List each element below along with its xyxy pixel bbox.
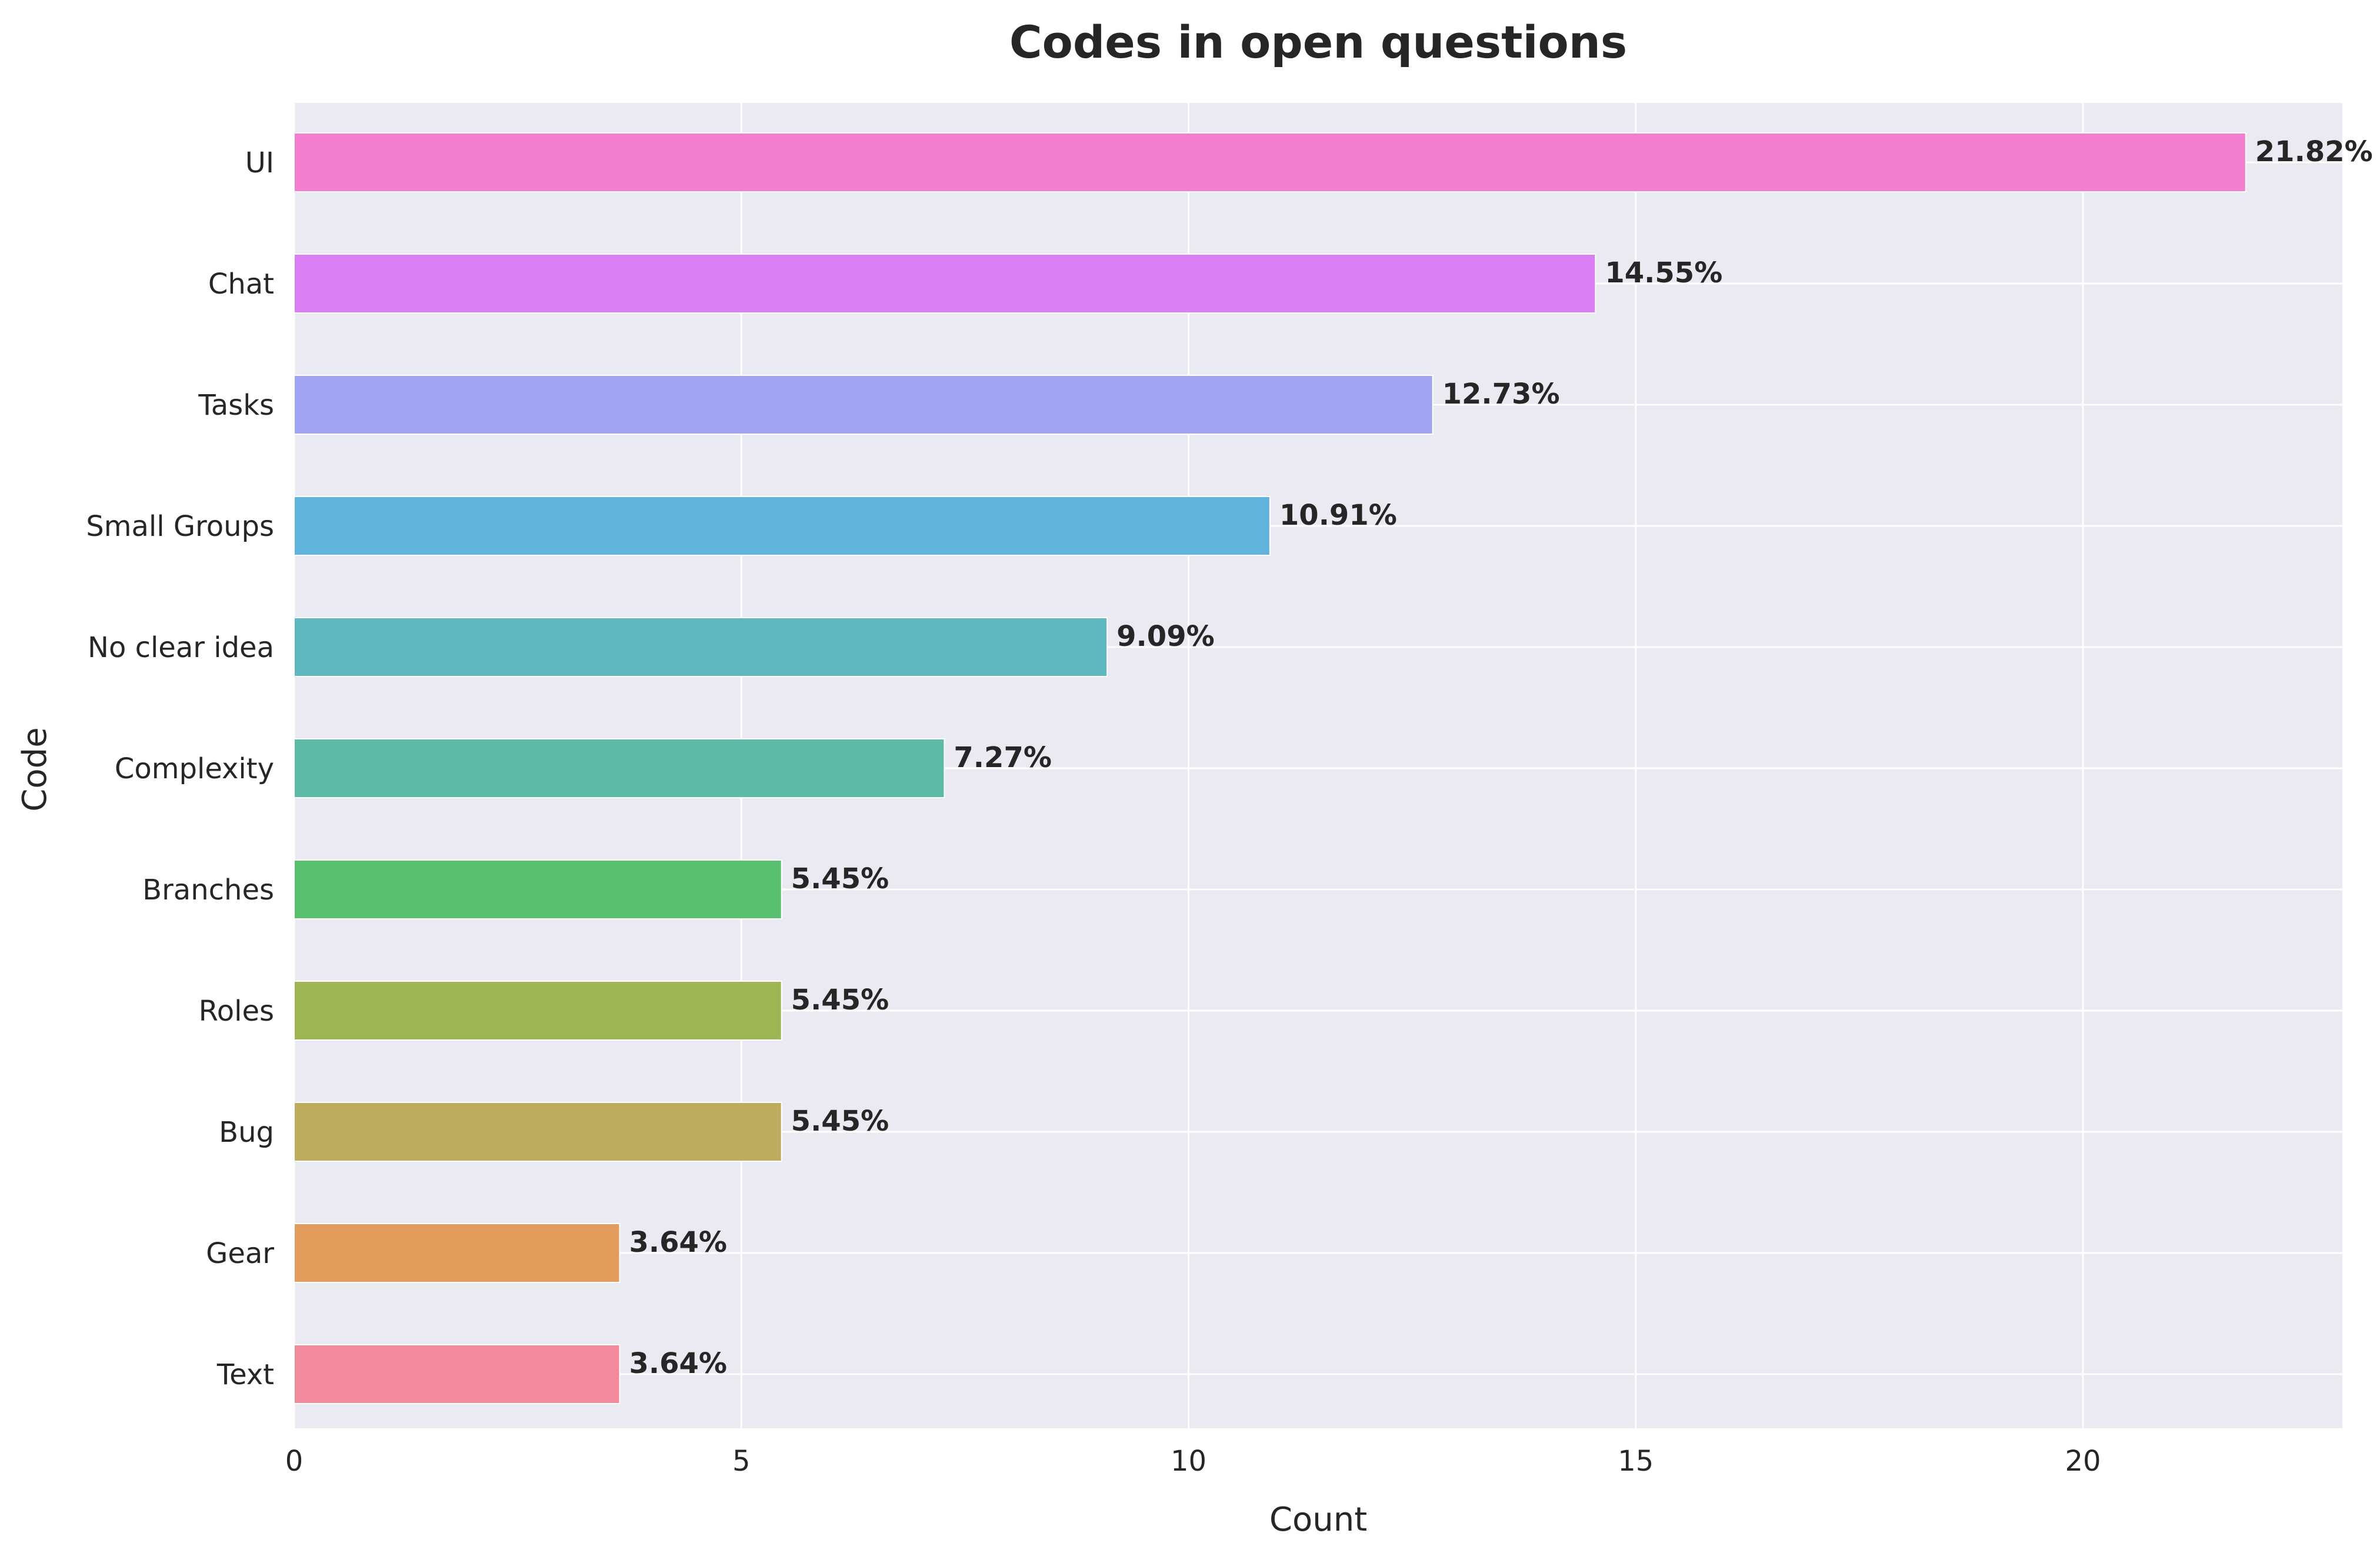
y-tick-label: Text bbox=[216, 1358, 274, 1391]
bar-small-groups bbox=[294, 496, 1271, 556]
data-label: 9.09% bbox=[1116, 620, 1215, 653]
y-tick-label: Bug bbox=[219, 1116, 274, 1149]
data-label: 3.64% bbox=[629, 1226, 727, 1259]
y-tick-label: Chat bbox=[208, 268, 274, 301]
data-label: 5.45% bbox=[791, 984, 889, 1017]
bar-bug bbox=[294, 1102, 782, 1162]
x-tick-labels: 0 5 10 15 20 bbox=[285, 1445, 2101, 1478]
bar-roles bbox=[294, 981, 782, 1041]
label-layer: 21.82% 14.55% 12.73% 10.91% 9.09% 7.27% 5.45% 5… bbox=[629, 135, 2372, 1380]
data-label: 5.45% bbox=[791, 1105, 889, 1138]
x-tick-label: 15 bbox=[1618, 1445, 1654, 1478]
bar-text bbox=[294, 1344, 621, 1404]
chart-title: Codes in open questions bbox=[1009, 16, 1627, 68]
data-label: 5.45% bbox=[791, 862, 889, 895]
bar-layer bbox=[294, 132, 2246, 1404]
data-label: 21.82% bbox=[2255, 135, 2373, 168]
y-tick-label: Tasks bbox=[198, 389, 274, 422]
x-axis-label: Count bbox=[1269, 1501, 1367, 1539]
y-tick-label: Complexity bbox=[115, 752, 274, 785]
bar-tasks bbox=[294, 375, 1434, 435]
y-tick-label: UI bbox=[245, 146, 274, 179]
x-tick-label: 20 bbox=[2065, 1445, 2101, 1478]
y-tick-label: No clear idea bbox=[88, 631, 274, 664]
y-tick-labels: UI Chat Tasks Small Groups No clear idea Comp… bbox=[86, 146, 274, 1391]
data-label: 10.91% bbox=[1279, 499, 1397, 532]
data-label: 3.64% bbox=[629, 1347, 727, 1380]
bar-branches bbox=[294, 859, 782, 919]
data-label: 7.27% bbox=[954, 741, 1052, 774]
y-tick-label: Branches bbox=[142, 874, 274, 907]
bar-ui bbox=[294, 132, 2246, 192]
y-tick-label: Gear bbox=[206, 1237, 274, 1270]
bar-no-clear-idea bbox=[294, 617, 1108, 677]
x-tick-label: 0 bbox=[285, 1445, 304, 1478]
y-tick-label: Small Groups bbox=[86, 510, 274, 543]
y-axis-label: Code bbox=[16, 727, 54, 811]
x-tick-label: 5 bbox=[732, 1445, 751, 1478]
bar-gear bbox=[294, 1223, 621, 1283]
bar-complexity bbox=[294, 738, 945, 798]
data-label: 12.73% bbox=[1442, 378, 1560, 411]
y-tick-label: Roles bbox=[199, 995, 274, 1028]
bar-chat bbox=[294, 254, 1596, 314]
data-label: 14.55% bbox=[1605, 256, 1722, 289]
x-tick-label: 10 bbox=[1171, 1445, 1206, 1478]
